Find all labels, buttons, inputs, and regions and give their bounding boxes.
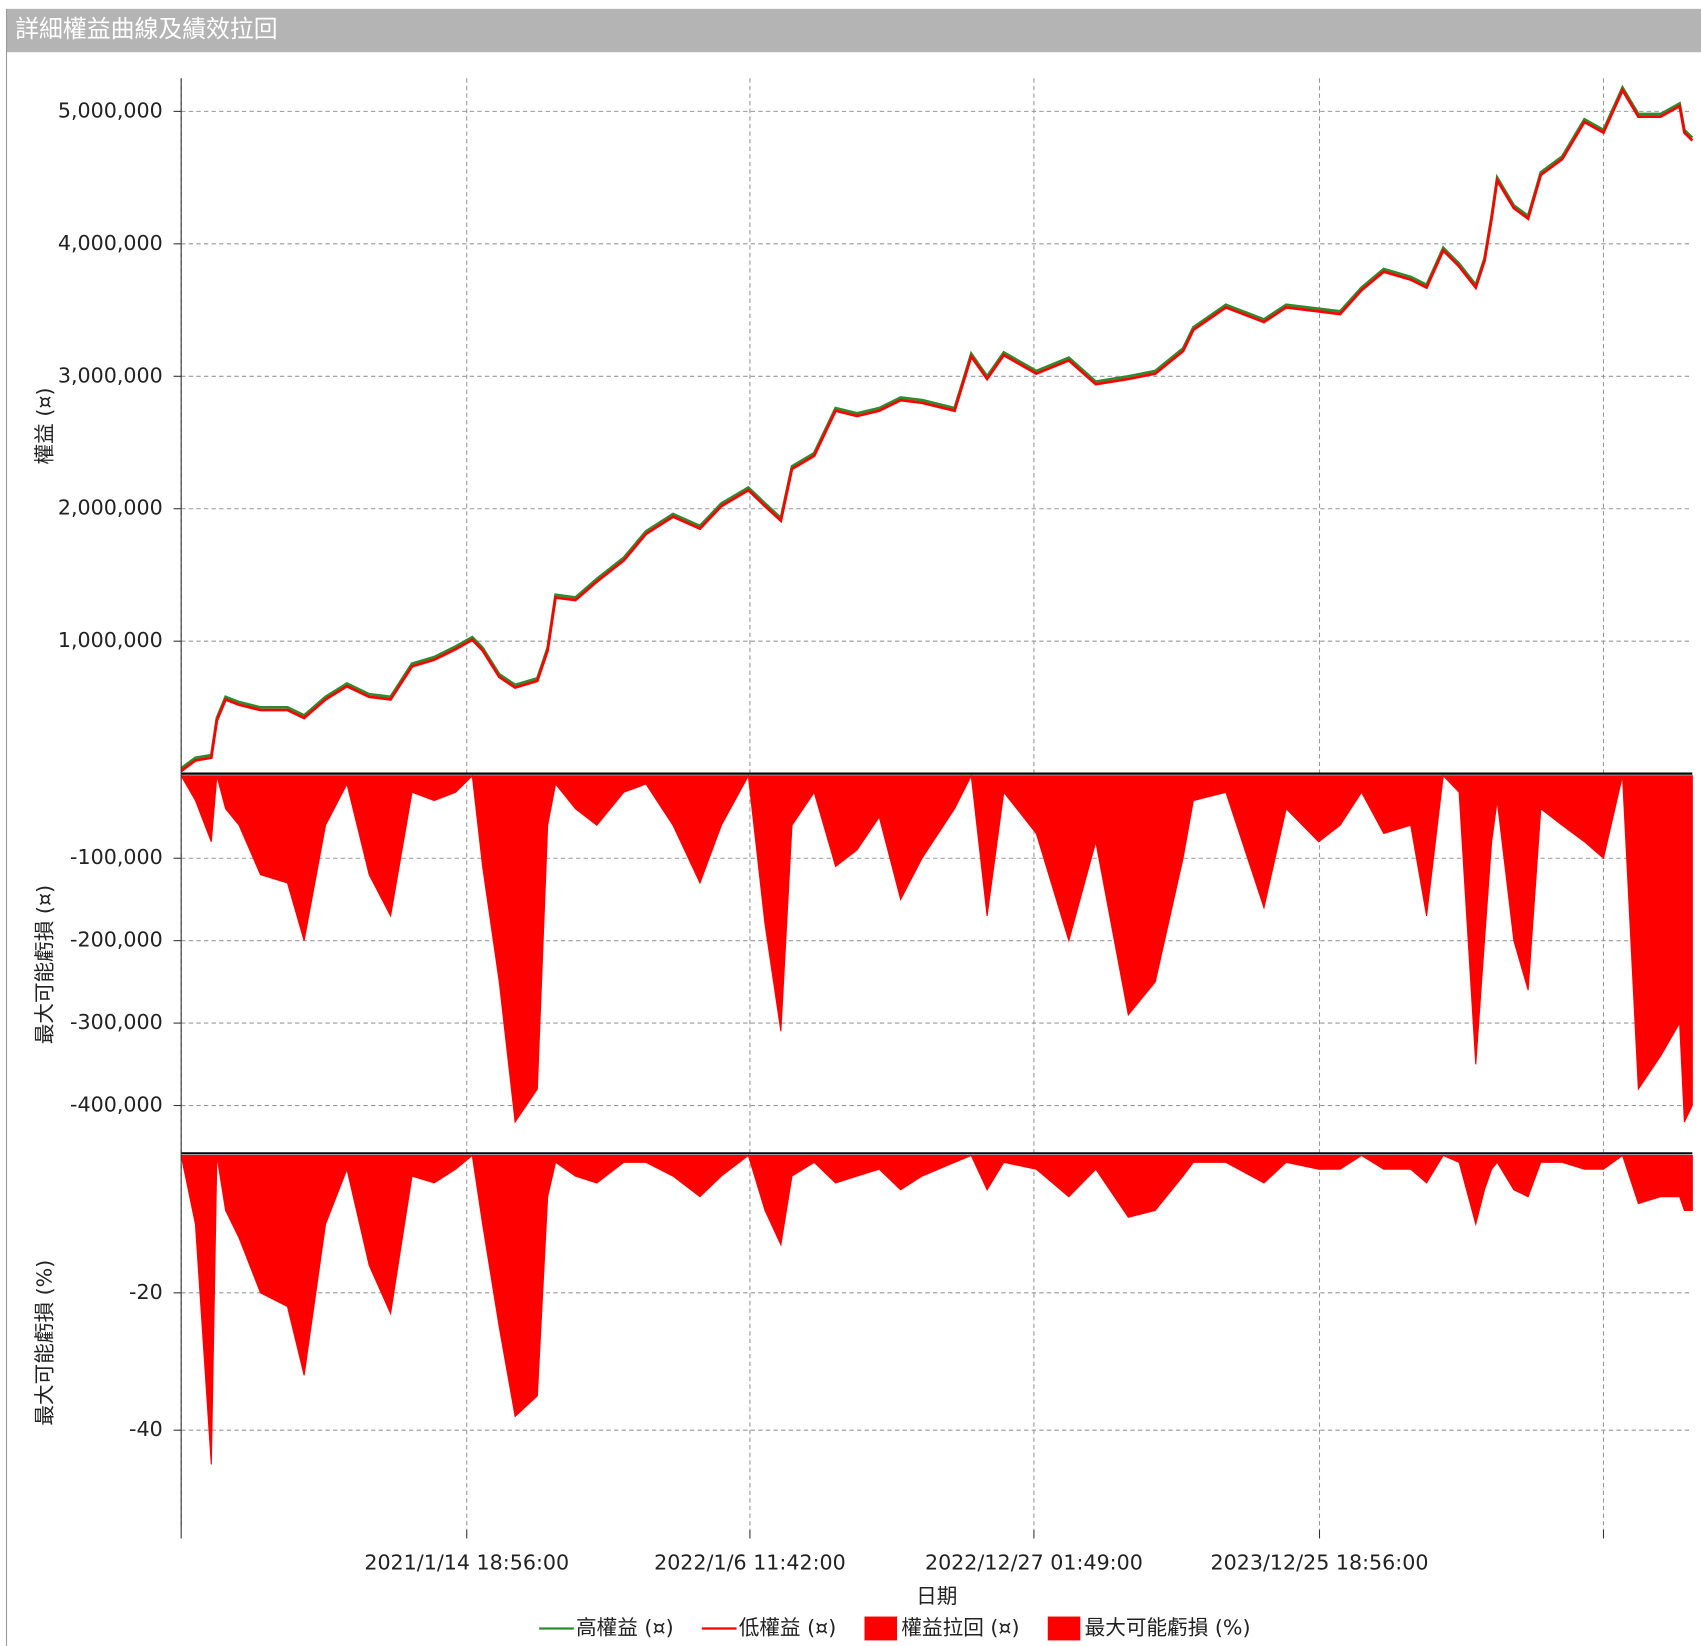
y-tick-label: 1,000,000 (58, 628, 163, 652)
drawdown-area (180, 773, 1693, 1124)
x-tick-label: 2021/1/14 18:56:00 (364, 1550, 569, 1574)
legend-label: 最大可能虧損 (%) (1085, 1615, 1251, 1639)
legend-label: 權益拉回 (¤) (901, 1615, 1019, 1639)
y-axis-label: 最大可能虧損 (¤) (33, 885, 57, 1044)
x-tick-label: 2022/12/27 01:49:00 (925, 1550, 1143, 1574)
plot-area: 2021/1/14 18:56:00 2022/1/6 11:42:00 2022/… (33, 78, 1694, 1641)
legend-label: 高權益 (¤) (576, 1615, 674, 1639)
y-tick-label: -20 (129, 1280, 163, 1304)
x-tick-label: 2022/1/6 11:42:00 (654, 1550, 846, 1574)
y-tick-label: 2,000,000 (58, 496, 163, 520)
legend-swatch (1047, 1616, 1081, 1641)
y-tick-label: -100,000 (70, 845, 163, 869)
y-axis-label: 最大可能虧損 (%) (33, 1260, 57, 1426)
y-axis-label: 權益 (¤) (33, 387, 57, 464)
y-tick-label: -300,000 (70, 1010, 163, 1034)
y-tick-label: -400,000 (70, 1093, 163, 1117)
equity-line (180, 87, 1694, 773)
y-tick-label: -40 (129, 1417, 163, 1441)
drawdown-area (180, 1154, 1693, 1465)
x-axis-label: 日期 (916, 1584, 957, 1608)
y-tick-label: 4,000,000 (58, 231, 163, 255)
title-bar (6, 8, 1701, 53)
y-tick-label: -200,000 (70, 928, 163, 952)
legend-swatch (864, 1616, 898, 1641)
y-tick-label: 3,000,000 (58, 363, 163, 387)
y-tick-label: 5,000,000 (58, 98, 163, 122)
chart-title: 詳細權益曲線及績效拉回 (15, 15, 277, 43)
x-tick-label: 2023/12/25 18:56:00 (1211, 1550, 1429, 1574)
legend-label: 低權益 (¤) (739, 1615, 837, 1639)
